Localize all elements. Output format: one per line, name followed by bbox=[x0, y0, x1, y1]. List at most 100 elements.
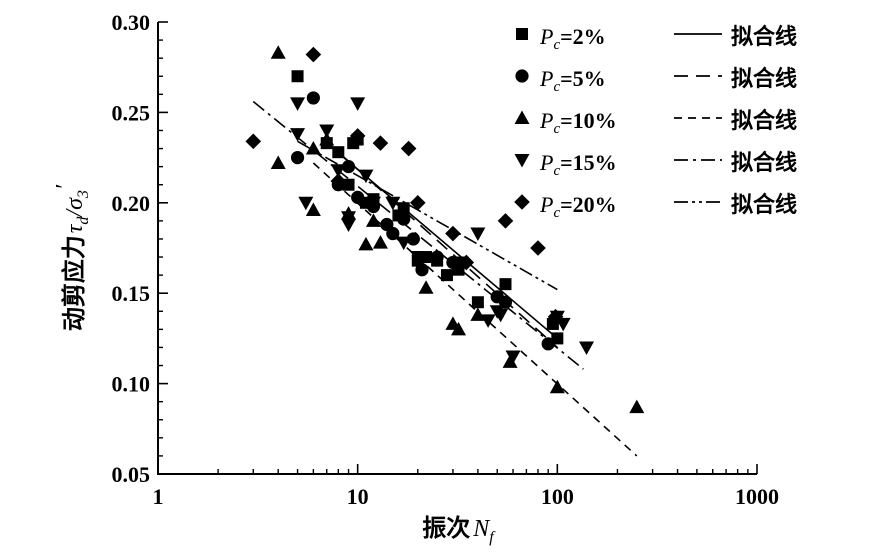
data-point-series-3-11 bbox=[396, 236, 412, 251]
x-tick-label: 100 bbox=[541, 484, 574, 509]
legend: Pc=2% 拟合线 Pc=5% 拟合线 Pc=10% 拟合线 Pc=15% 拟合线 Pc=20%… bbox=[514, 24, 797, 221]
legend-fit-label-1: 拟合线 bbox=[731, 66, 797, 92]
y-tick-label: 0.25 bbox=[112, 100, 151, 125]
legend-item-1: Pc=5% 拟合线 bbox=[515, 66, 797, 95]
data-point-series-4-1 bbox=[305, 46, 322, 63]
legend-label-3: Pc=15% bbox=[539, 150, 617, 179]
data-point-series-3-1 bbox=[290, 128, 306, 142]
data-point-series-2-12 bbox=[470, 307, 486, 321]
data-point-series-2-9 bbox=[418, 280, 434, 294]
legend-marker-0 bbox=[516, 28, 528, 40]
data-point-series-0-0 bbox=[291, 70, 304, 83]
legend-fit-label-0: 拟合线 bbox=[731, 24, 797, 50]
data-point-series-3-4 bbox=[330, 164, 346, 178]
data-point-series-4-6 bbox=[409, 195, 426, 211]
y-tick-label: 0.10 bbox=[112, 372, 151, 397]
x-tick-label: 1000 bbox=[735, 484, 779, 509]
legend-fit-label-3: 拟合线 bbox=[731, 150, 797, 176]
data-point-series-3-8 bbox=[358, 169, 374, 184]
data-point-series-1-7 bbox=[386, 226, 400, 241]
data-point-series-4-4 bbox=[372, 135, 389, 151]
data-point-series-1-1 bbox=[306, 91, 320, 105]
data-point-series-3-18 bbox=[505, 350, 521, 364]
data-point-series-1-8 bbox=[397, 212, 411, 226]
y-axis-label-main: 动剪应力 bbox=[60, 235, 88, 331]
y-tick-label: 0.05 bbox=[112, 462, 151, 487]
data-point-series-2-3 bbox=[305, 202, 321, 217]
data-point-series-4-7 bbox=[445, 225, 461, 242]
legend-marker-4 bbox=[514, 194, 530, 210]
data-point-series-0-16 bbox=[499, 278, 512, 291]
y-axis-label-separator: / bbox=[62, 208, 88, 219]
data-point-series-2-15 bbox=[629, 399, 645, 414]
data-point-series-1-10 bbox=[415, 263, 429, 277]
data-point-series-4-8 bbox=[458, 254, 475, 271]
data-point-series-3-7 bbox=[350, 97, 366, 111]
fit-line-series-4 bbox=[297, 140, 558, 291]
data-point-series-3-12 bbox=[410, 251, 426, 265]
y-tick-label: 0.20 bbox=[112, 191, 151, 216]
data-point-series-3-0 bbox=[290, 97, 306, 111]
legend-item-2: Pc=10% 拟合线 bbox=[514, 108, 797, 137]
data-point-series-2-6 bbox=[358, 236, 374, 251]
data-point-series-3-6 bbox=[341, 218, 357, 232]
x-tick-label: 10 bbox=[347, 484, 369, 509]
data-point-series-2-8 bbox=[372, 235, 388, 249]
fit-line-series-3 bbox=[252, 100, 584, 370]
data-point-series-3-14 bbox=[470, 227, 486, 242]
legend-label-2: Pc=10% bbox=[539, 108, 617, 137]
data-point-series-3-5 bbox=[341, 211, 357, 225]
data-point-series-0-9 bbox=[397, 202, 410, 215]
legend-marker-3 bbox=[514, 154, 530, 168]
data-point-series-3-2 bbox=[298, 196, 314, 211]
data-point-series-1-15 bbox=[541, 337, 555, 351]
legend-item-0: Pc=2% 拟合线 bbox=[516, 24, 797, 53]
data-point-series-4-2 bbox=[330, 173, 347, 189]
data-point-series-0-13 bbox=[440, 269, 453, 282]
data-point-series-2-0 bbox=[270, 45, 286, 59]
data-point-series-3-3 bbox=[319, 124, 335, 138]
y-axis-label-subscript: d bbox=[75, 216, 92, 225]
x-axis-label-subscript: f bbox=[489, 529, 496, 546]
y-axis-label-symbol: τ bbox=[62, 223, 88, 233]
data-point-series-4-3 bbox=[349, 128, 366, 144]
legend-label-4: Pc=20% bbox=[539, 192, 617, 221]
data-point-series-2-1 bbox=[270, 155, 286, 170]
data-point-series-3-20 bbox=[555, 317, 571, 332]
axes: 1 10 100 1000 0.05 0.10 0.15 0.20 0.25 0.30 bbox=[112, 10, 780, 509]
data-point-series-2-14 bbox=[549, 379, 565, 394]
data-point-series-0-15 bbox=[471, 296, 484, 309]
x-axis-label: 振次 Nf bbox=[422, 514, 496, 546]
y-tick-label: 0.15 bbox=[112, 281, 151, 306]
data-point-series-1-4 bbox=[351, 190, 365, 204]
y-tick-label: 0.30 bbox=[112, 10, 151, 35]
data-point-series-4-9 bbox=[497, 213, 514, 229]
data-point-series-2-2 bbox=[305, 141, 321, 155]
data-point-series-1-0 bbox=[290, 151, 305, 165]
x-axis-label-main: 振次 bbox=[422, 514, 470, 542]
data-point-series-2-11 bbox=[451, 321, 467, 336]
data-point-series-3-17 bbox=[493, 308, 509, 323]
legend-item-3: Pc=15% 拟合线 bbox=[514, 150, 797, 179]
data-point-series-1-9 bbox=[406, 232, 420, 246]
data-point-series-2-4 bbox=[319, 132, 335, 146]
y-axis-label-denominator: σ bbox=[62, 197, 88, 210]
data-point-series-4-5 bbox=[400, 140, 417, 157]
data-point-series-1-11 bbox=[430, 250, 444, 264]
legend-marker-1 bbox=[515, 69, 529, 83]
data-point-series-2-7 bbox=[365, 213, 381, 227]
data-point-series-3-9 bbox=[365, 196, 381, 211]
x-tick-label: 1 bbox=[153, 484, 164, 509]
y-axis-label-prime: ′ bbox=[52, 184, 78, 190]
y-axis-label: 动剪应力 τd/σ3′ bbox=[52, 184, 92, 331]
legend-label-1: Pc=5% bbox=[539, 66, 606, 95]
data-point-series-3-21 bbox=[579, 341, 595, 355]
data-point-series-2-13 bbox=[502, 354, 518, 368]
legend-item-4: Pc=20% 拟合线 bbox=[514, 192, 797, 221]
data-point-series-1-3 bbox=[341, 160, 356, 174]
legend-label-0: Pc=2% bbox=[539, 24, 606, 53]
y-axis-label-denominator-subscript: 3 bbox=[75, 190, 92, 199]
fit-line-series-2 bbox=[312, 162, 638, 457]
data-point-series-4-0 bbox=[245, 133, 262, 150]
x-axis-label-symbol: N bbox=[472, 516, 491, 542]
